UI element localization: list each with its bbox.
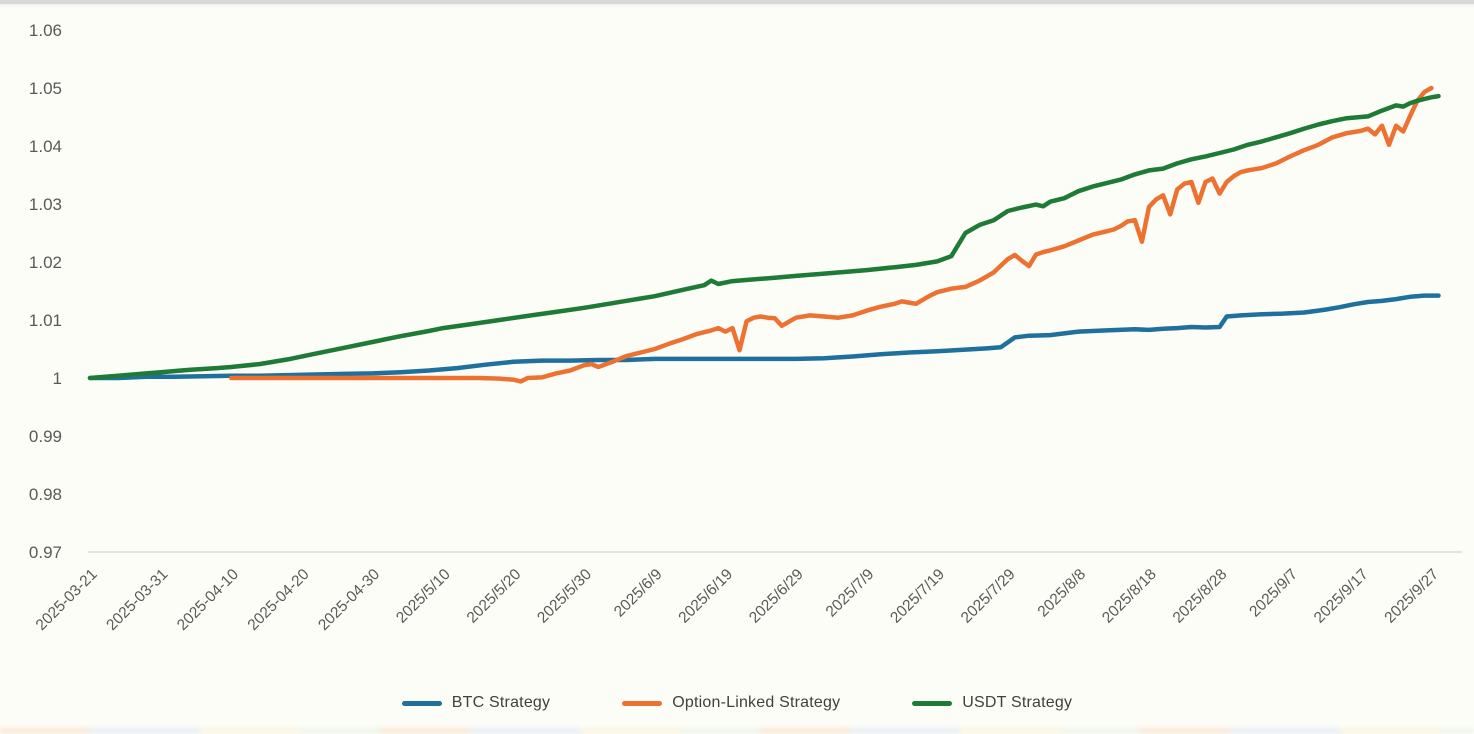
- x-tick-label: 2025/9/7: [1246, 566, 1301, 621]
- series-line-btc-strategy: [87, 293, 1441, 381]
- x-tick-label: 2025-04-20: [245, 566, 313, 634]
- legend-label: Option-Linked Strategy: [672, 694, 841, 711]
- y-tick-label: 1.05: [29, 79, 62, 98]
- legend-line-swatch: [912, 700, 953, 706]
- legend-item-option-linked-strategy: Option-Linked Strategy: [622, 694, 840, 712]
- series-line-option-linked-strategy: [228, 85, 1434, 384]
- x-tick-label: 2025/8/8: [1035, 566, 1090, 621]
- x-tick-label: 2025/6/29: [746, 566, 807, 627]
- y-tick-label: 1.04: [29, 137, 62, 156]
- x-tick-label: 2025/9/27: [1381, 566, 1442, 627]
- x-tick-label: 2025/9/17: [1311, 566, 1372, 627]
- legend-line-swatch: [622, 700, 663, 706]
- x-tick-label: 2025-03-21: [33, 566, 101, 634]
- y-tick-label: 1.01: [29, 311, 62, 330]
- x-tick-label: 2025/5/20: [464, 566, 525, 627]
- x-tick-label: 2025-04-10: [174, 566, 242, 634]
- x-tick-label: 2025/6/9: [611, 566, 666, 621]
- y-tick-label: 0.97: [29, 543, 62, 562]
- y-tick-label: 1.02: [29, 253, 62, 272]
- y-tick-label: 1.03: [29, 195, 62, 214]
- chart-canvas: 1.06 1.05 1.04 1.03 1.02 1.01 1 0.99 0.98 0.97 202…: [29, 21, 1462, 634]
- x-tick-label: 2025/5/30: [534, 566, 595, 627]
- x-tick-label: 2025/8/28: [1170, 566, 1231, 627]
- top-edge-strip: [0, 0, 1474, 4]
- x-tick-label: 2025/5/10: [393, 566, 454, 627]
- y-tick-label: 0.98: [29, 485, 62, 504]
- x-tick-label: 2025/6/19: [675, 566, 736, 627]
- x-tick-label: 2025-04-30: [315, 566, 383, 634]
- legend-item-btc-strategy: BTC Strategy: [401, 694, 551, 712]
- legend-label: BTC Strategy: [451, 694, 551, 711]
- legend-item-usdt-strategy: USDT Strategy: [912, 694, 1072, 712]
- x-tick-label: 2025/8/18: [1099, 566, 1160, 627]
- legend-line-swatch: [401, 700, 442, 706]
- chart-legend: BTC Strategy Option-Linked Strategy USDT S…: [0, 688, 1474, 718]
- legend-label: USDT Strategy: [962, 694, 1073, 711]
- y-tick-label: 1: [53, 369, 62, 388]
- x-tick-label: 2025-03-31: [103, 566, 171, 634]
- top-edge-strip-fade: [0, 4, 1474, 8]
- series-line-usdt-strategy: [87, 93, 1441, 381]
- y-tick-label: 0.99: [29, 427, 62, 446]
- y-tick-label: 1.06: [29, 21, 62, 40]
- x-tick-label: 2025/7/29: [958, 566, 1019, 627]
- x-tick-label: 2025/7/19: [887, 566, 948, 627]
- bottom-edge-artifact: [0, 727, 1474, 734]
- x-tick-label: 2025/7/9: [823, 566, 878, 621]
